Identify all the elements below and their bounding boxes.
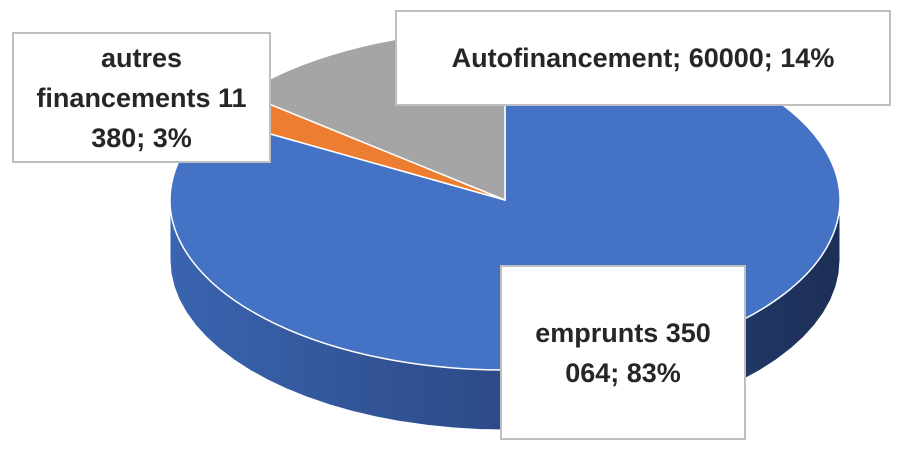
- label-category: autres financements: [36, 42, 211, 113]
- label-value: 350 064;: [565, 317, 711, 388]
- data-label-text: Autofinancement; 60000; 14%: [452, 38, 835, 78]
- data-label: emprunts 350 064; 83%: [500, 265, 746, 440]
- label-category: Autofinancement;: [451, 43, 682, 73]
- data-label-text: autres financements 11 380; 3%: [24, 38, 259, 158]
- data-label: Autofinancement; 60000; 14%: [395, 10, 891, 106]
- label-value: 60000;: [688, 43, 773, 73]
- label-percent: 14%: [780, 43, 835, 73]
- label-percent: 3%: [152, 122, 192, 153]
- label-value: 11 380;: [91, 82, 247, 153]
- label-percent: 83%: [626, 357, 681, 388]
- label-category: emprunts: [535, 317, 659, 348]
- data-label-text: emprunts 350 064; 83%: [512, 313, 734, 393]
- data-label: autres financements 11 380; 3%: [12, 32, 271, 163]
